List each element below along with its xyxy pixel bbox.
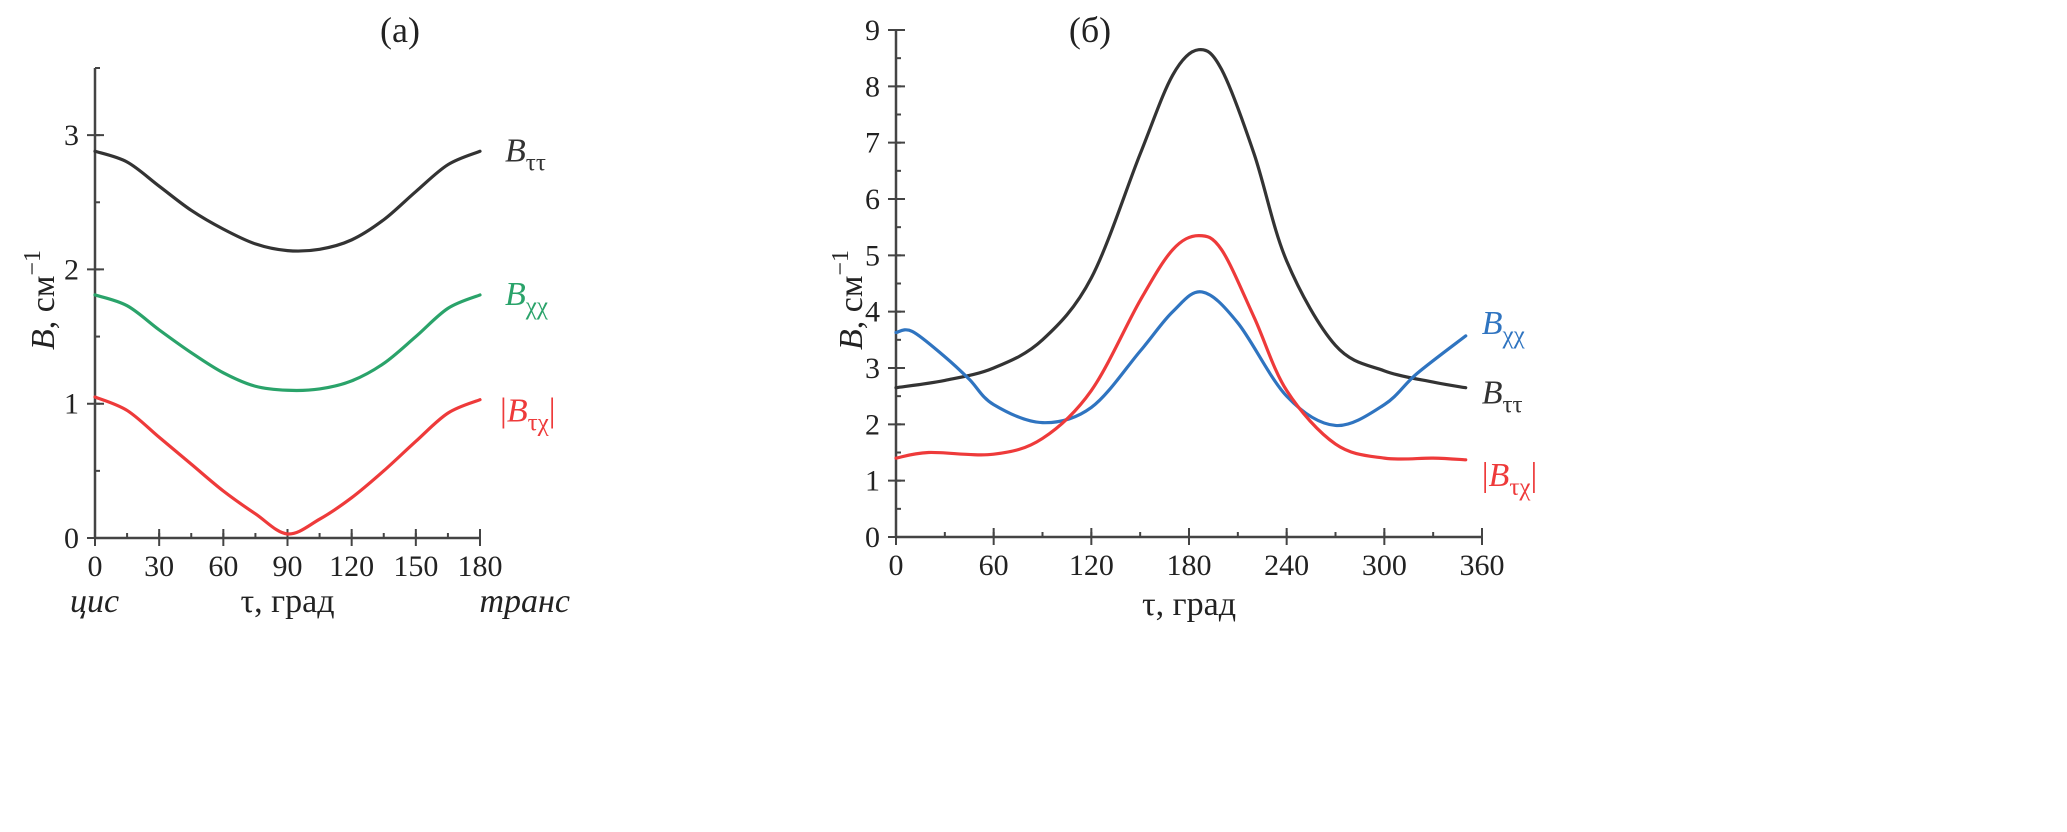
series-label-symbol: B xyxy=(1482,375,1503,412)
series-label-subscript: χχ xyxy=(1502,322,1525,349)
x-tick-label: 30 xyxy=(144,550,174,583)
series-line-0 xyxy=(93,149,482,253)
x-tick-label: 120 xyxy=(1069,549,1114,582)
y-tick-label: 0 xyxy=(64,522,79,555)
x-tick-label: 60 xyxy=(979,549,1009,582)
y-axis-label-unit: , см xyxy=(25,276,62,330)
series-label-0: Bττ xyxy=(505,132,546,176)
x-tick-label: 150 xyxy=(393,550,438,583)
annotation-cis: цис xyxy=(70,583,119,620)
y-tick-label: 1 xyxy=(865,465,880,498)
series-label-subscript: ττ xyxy=(526,149,546,176)
x-axis-label: τ, град xyxy=(241,583,335,620)
series-label-symbol: B xyxy=(505,276,526,313)
y-tick-label: 3 xyxy=(865,352,880,385)
series-label-1: Bχχ xyxy=(505,276,548,320)
series-label-1: Bχχ xyxy=(1482,305,1525,349)
chart-title: (б) xyxy=(1069,10,1111,50)
x-tick-label: 0 xyxy=(88,550,103,583)
x-tick-label: 240 xyxy=(1264,549,1309,582)
series-line-0 xyxy=(894,47,1468,390)
series-label-0: Bττ xyxy=(1482,375,1523,419)
y-tick-label: 3 xyxy=(64,119,79,152)
series-label-symbol: B xyxy=(1489,457,1510,494)
x-tick-label: 120 xyxy=(329,550,374,583)
y-axis-label: B, см−1 xyxy=(828,250,870,350)
abs-bar: | xyxy=(549,393,556,430)
series-label-symbol: B xyxy=(507,393,528,430)
y-tick-label: 2 xyxy=(64,253,79,286)
series-label-2: |Bτχ| xyxy=(1482,457,1538,501)
y-tick-label: 5 xyxy=(865,239,880,272)
y-axis-label-exponent: −1 xyxy=(828,250,854,276)
y-axis-label-unit: , см xyxy=(833,276,870,330)
series-label-subscript: τχ xyxy=(1509,474,1530,501)
series-line-2 xyxy=(93,395,482,536)
y-tick-label: 7 xyxy=(865,127,880,160)
series-line-2 xyxy=(894,234,1468,462)
x-tick-label: 300 xyxy=(1362,549,1407,582)
x-tick-label: 180 xyxy=(1167,549,1212,582)
y-tick-label: 1 xyxy=(64,388,79,421)
y-axis-label-exponent: −1 xyxy=(20,250,46,276)
y-tick-label: 9 xyxy=(865,14,880,47)
series-label-subscript: τχ xyxy=(528,410,549,437)
abs-bar: | xyxy=(1482,457,1489,494)
y-axis-label-symbol: B xyxy=(25,329,62,350)
series-line-1 xyxy=(93,293,482,393)
series-label-subscript: ττ xyxy=(1503,392,1523,419)
series-label-symbol: B xyxy=(505,132,526,169)
series-line-1 xyxy=(894,290,1468,428)
x-tick-label: 0 xyxy=(889,549,904,582)
y-tick-label: 8 xyxy=(865,70,880,103)
series-label-symbol: B xyxy=(1482,305,1503,342)
series-label-subscript: χχ xyxy=(525,293,548,320)
y-axis-label-symbol: B xyxy=(833,329,870,350)
y-tick-label: 6 xyxy=(865,183,880,216)
y-tick-label: 4 xyxy=(865,296,880,329)
y-axis-label: B, см−1 xyxy=(20,250,62,350)
y-tick-label: 0 xyxy=(865,521,880,554)
y-tick-label: 2 xyxy=(865,408,880,441)
x-tick-label: 60 xyxy=(208,550,238,583)
x-tick-label: 360 xyxy=(1460,549,1505,582)
x-tick-label: 180 xyxy=(458,550,503,583)
panel-b: (б) 0 60 120 180 240 300 360 0 1 2 3 4 5 6 7 8 9 τ, град B,… xyxy=(828,10,1537,623)
annotation-trans: транс xyxy=(479,583,570,620)
x-tick-label: 90 xyxy=(273,550,303,583)
abs-bar: | xyxy=(500,393,507,430)
chart-title: (а) xyxy=(380,10,420,50)
series-label-2: |Bτχ| xyxy=(500,393,556,437)
abs-bar: | xyxy=(1530,457,1537,494)
x-axis-label: τ, град xyxy=(1142,586,1236,623)
